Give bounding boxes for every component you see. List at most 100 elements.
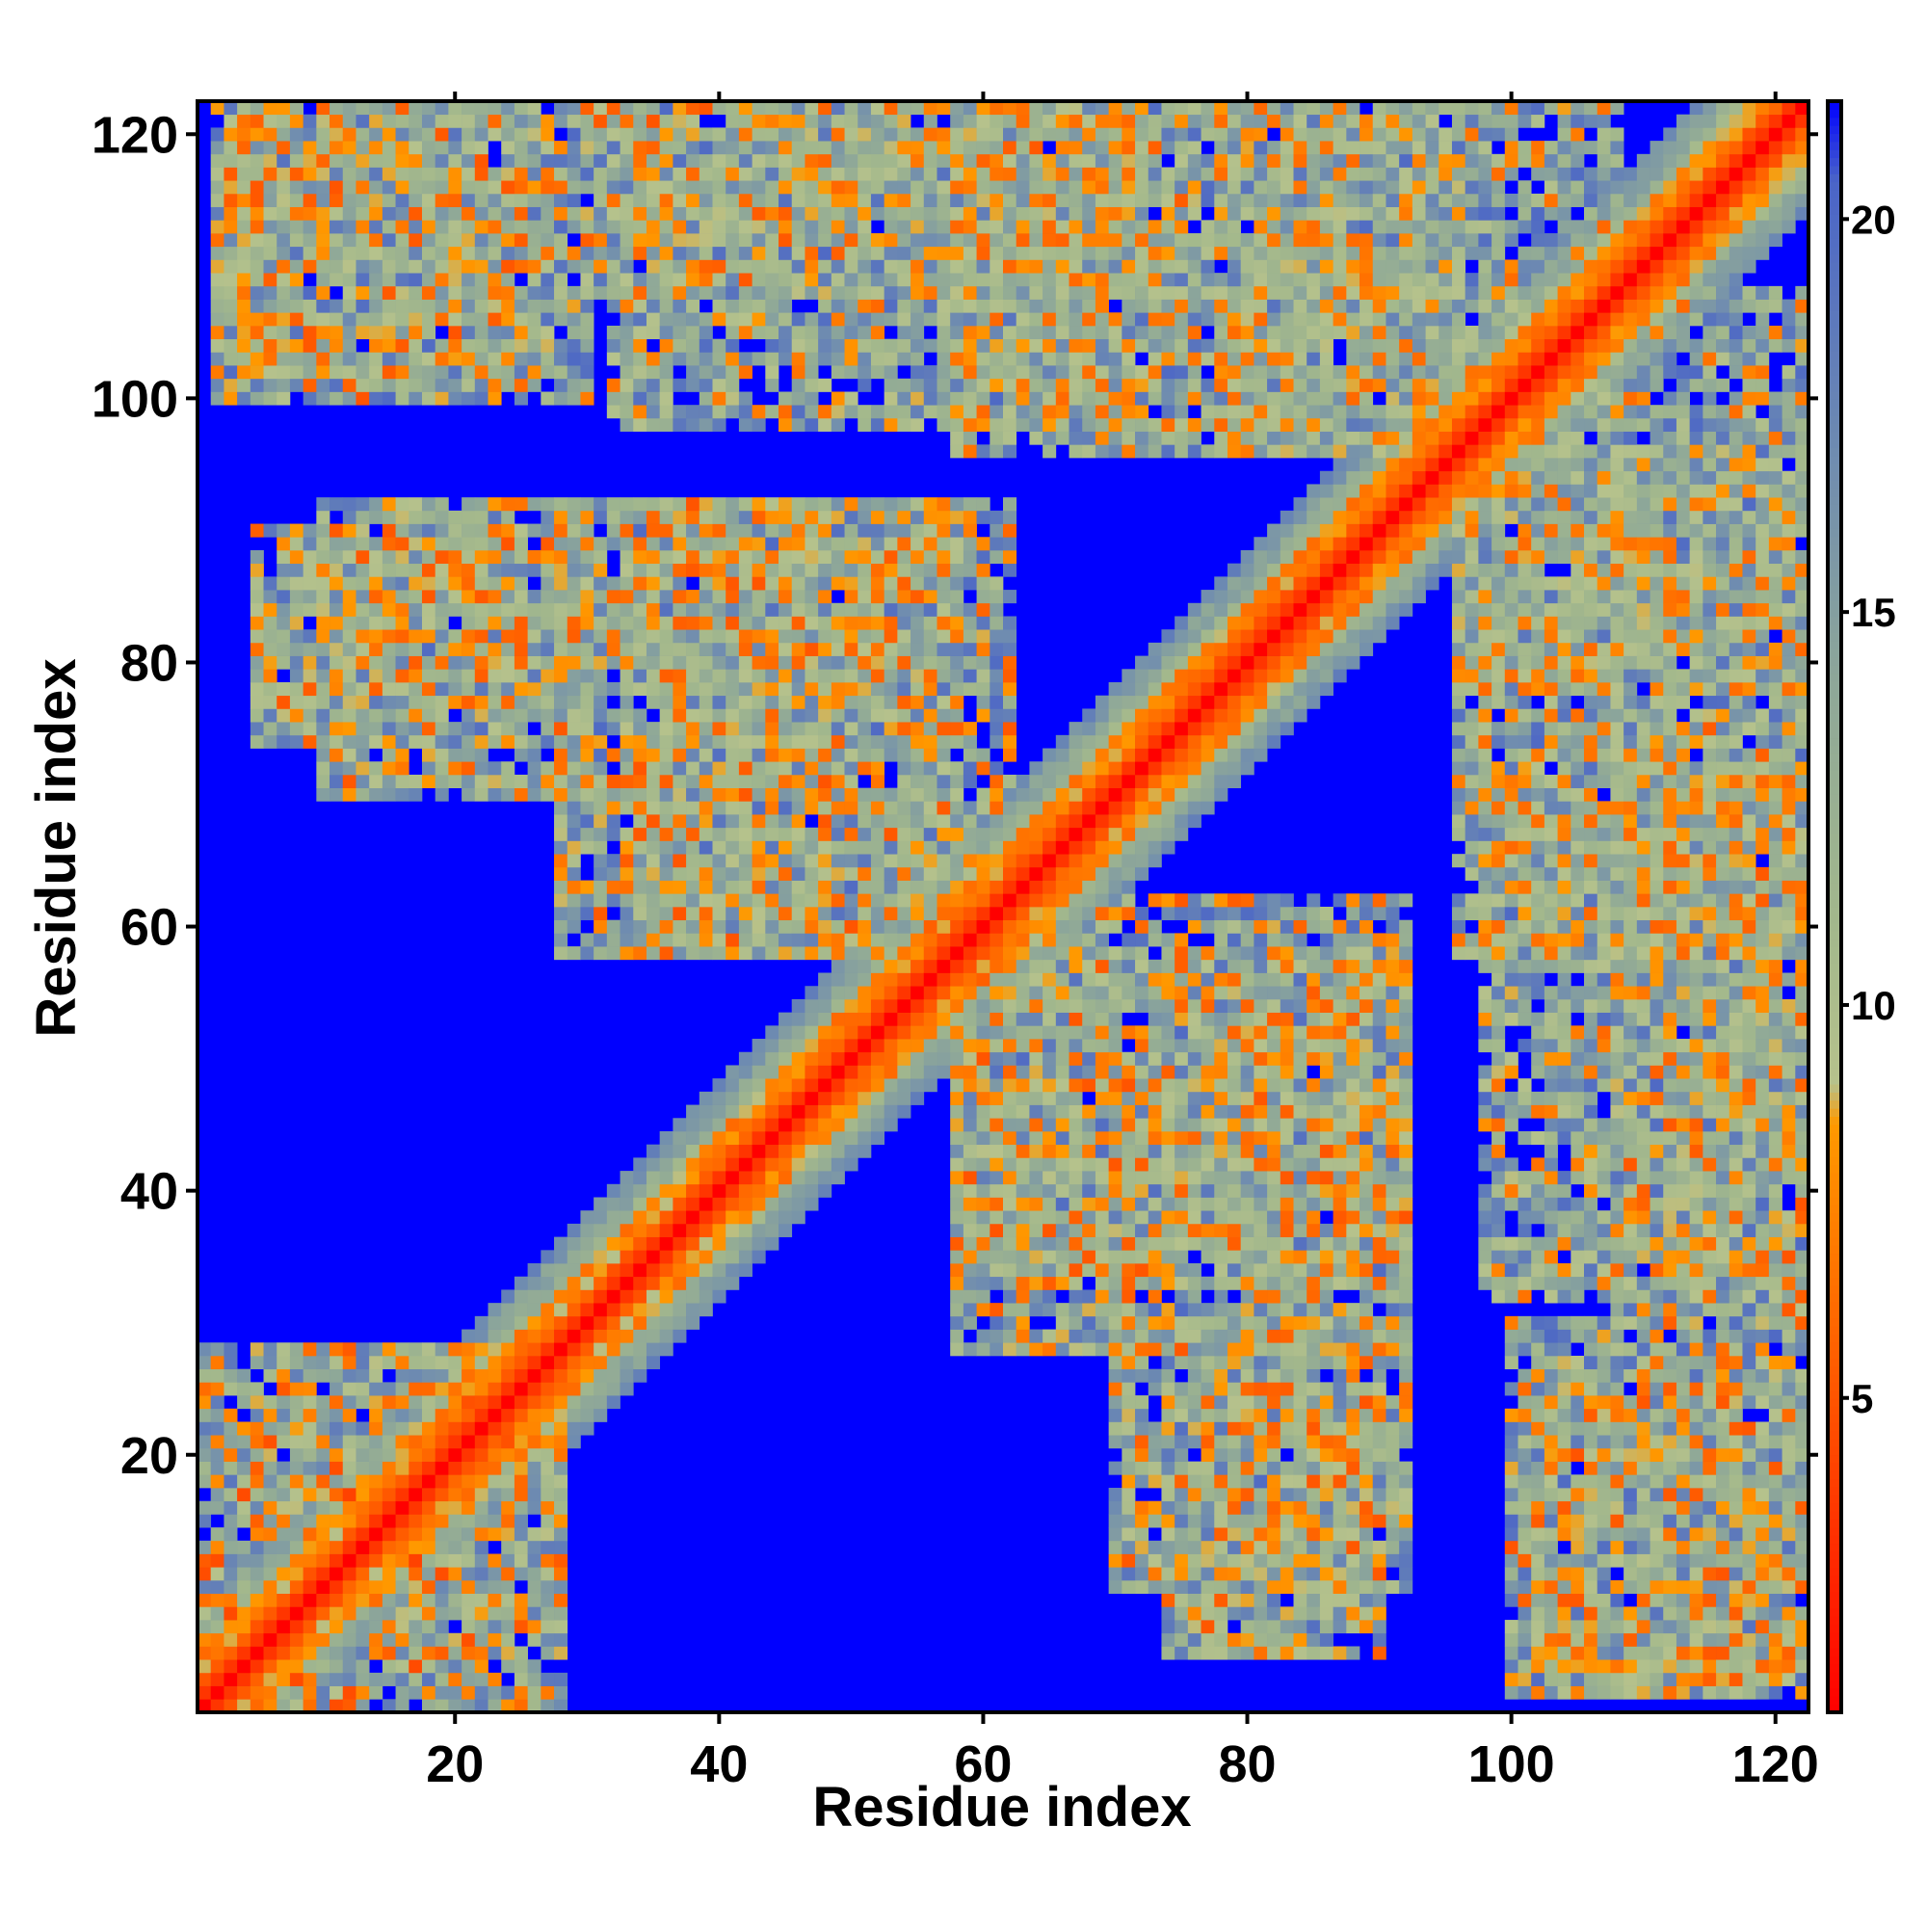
heatmap-cell (911, 919, 925, 934)
heatmap-cell (659, 722, 673, 736)
heatmap-cell (369, 101, 383, 116)
heatmap-cell (950, 510, 964, 524)
heatmap-cell (923, 576, 937, 591)
heatmap-cell (448, 352, 462, 366)
heatmap-cell (858, 946, 872, 961)
heatmap-cell (1082, 431, 1096, 445)
heatmap-cell (448, 1368, 462, 1383)
heatmap-cell (923, 378, 937, 392)
heatmap-cell (990, 549, 1004, 565)
heatmap-cell (421, 233, 436, 248)
heatmap-cell (950, 616, 964, 630)
heatmap-cell (277, 590, 291, 604)
heatmap-cell (818, 549, 832, 565)
heatmap-cell (356, 180, 370, 195)
heatmap-cell (738, 523, 752, 538)
heatmap-cell (474, 1606, 488, 1621)
heatmap-cell (289, 682, 304, 697)
heatmap-cell (580, 325, 594, 340)
heatmap-cell (765, 1144, 779, 1158)
heatmap-cell (1055, 1210, 1069, 1225)
heatmap-cell (976, 114, 990, 128)
heatmap-cell (897, 642, 911, 656)
heatmap-cell (1043, 880, 1057, 894)
heatmap-cell (421, 1382, 436, 1396)
heatmap-cell (474, 1672, 488, 1686)
heatmap-cell (923, 907, 937, 921)
heatmap-cell (870, 1065, 884, 1079)
heatmap-cell (1055, 761, 1069, 776)
heatmap-cell (738, 285, 752, 300)
heatmap-cell (448, 206, 462, 221)
heatmap-cell (712, 352, 726, 366)
heatmap-cell (263, 299, 277, 313)
heatmap-cell (462, 1579, 476, 1594)
heatmap-cell (210, 1421, 224, 1436)
heatmap-cell (303, 590, 317, 604)
heatmap-cell (580, 206, 594, 221)
heatmap-cell (395, 1500, 409, 1515)
heatmap-cell (1016, 1223, 1030, 1237)
heatmap-cell (409, 391, 423, 406)
heatmap-cell (594, 893, 608, 908)
heatmap-cell (501, 1699, 515, 1713)
heatmap-cell (1016, 866, 1030, 881)
heatmap-cell (699, 1091, 713, 1105)
heatmap-cell (659, 259, 673, 274)
heatmap-cell (330, 259, 344, 274)
heatmap-cell (659, 299, 673, 313)
heatmap-cell (990, 180, 1004, 195)
heatmap-cell (356, 1474, 370, 1489)
heatmap-cell (250, 101, 264, 116)
heatmap-cell (1043, 405, 1057, 419)
heatmap-cell (963, 1250, 977, 1264)
heatmap-cell (1043, 1223, 1057, 1237)
heatmap-cell (342, 1593, 356, 1607)
heatmap-cell (831, 787, 845, 802)
heatmap-cell (409, 273, 423, 287)
heatmap-cell (620, 1210, 634, 1225)
heatmap-cell (382, 285, 396, 300)
heatmap-cell (633, 273, 647, 287)
heatmap-cell (263, 629, 277, 644)
heatmap-cell (448, 167, 462, 181)
heatmap-cell (923, 365, 937, 380)
heatmap-cell (805, 180, 819, 195)
heatmap-cell (897, 814, 911, 829)
heatmap-cell (369, 1672, 383, 1686)
heatmap-cell (1095, 774, 1109, 788)
heatmap-cell (395, 629, 409, 644)
heatmap-cell (870, 933, 884, 947)
heatmap-cell (488, 391, 502, 406)
heatmap-cell (897, 722, 911, 736)
heatmap-cell (1043, 1171, 1057, 1185)
heatmap-cell (356, 233, 370, 248)
heatmap-cell (369, 1355, 383, 1370)
heatmap-cell (844, 497, 858, 512)
heatmap-cell (1029, 787, 1043, 802)
heatmap-cell (395, 1382, 409, 1396)
heatmap-cell (923, 998, 937, 1013)
heatmap-cell (897, 352, 911, 366)
heatmap-cell (1029, 1171, 1043, 1185)
heatmap-cell (686, 748, 700, 762)
heatmap-cell (342, 1620, 356, 1634)
heatmap-cell (474, 206, 488, 221)
heatmap-cell (870, 497, 884, 512)
heatmap-cell (726, 708, 740, 723)
heatmap-cell (303, 365, 317, 380)
heatmap-cell (210, 312, 224, 327)
heatmap-cell (594, 101, 608, 116)
heatmap-cell (844, 141, 858, 155)
heatmap-cell (409, 1632, 423, 1647)
heatmap-cell (198, 1540, 212, 1554)
heatmap-cell (1029, 801, 1043, 815)
heatmap-cell (501, 206, 515, 221)
heatmap-cell (738, 141, 752, 155)
heatmap-cell (541, 1474, 555, 1489)
heatmap-cell (421, 153, 436, 168)
heatmap-cell (210, 259, 224, 274)
heatmap-cell (911, 391, 925, 406)
heatmap-cell (805, 1104, 819, 1119)
heatmap-cell (501, 299, 515, 313)
